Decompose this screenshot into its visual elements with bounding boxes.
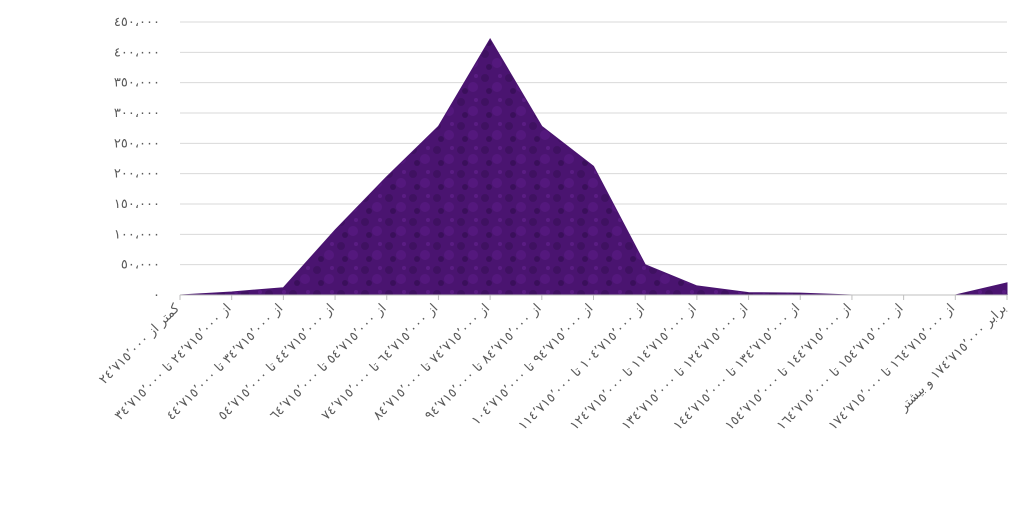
y-tick-label: ٠ bbox=[153, 288, 160, 303]
y-axis-tick-labels: ٠ ٥٠،٠٠٠ ١٠٠،٠٠٠ ١٥٠،٠٠٠ ٢٠٠،٠٠٠ ٢٥٠،٠٠٠ ٣٠٠،٠… bbox=[114, 15, 160, 303]
gridlines bbox=[180, 21, 1007, 266]
y-tick-label: ١٠٠،٠٠٠ bbox=[114, 227, 160, 242]
y-tick-label: ٤٥٠،٠٠٠ bbox=[114, 15, 160, 30]
y-tick-label: ١٥٠،٠٠٠ bbox=[114, 197, 160, 212]
x-axis bbox=[179, 294, 1008, 300]
x-tick-label: برابر ١٧٤٬٧١٥٬٠٠٠ و بیشتر bbox=[896, 301, 1010, 415]
y-tick-label: ٤٠٠،٠٠٠ bbox=[114, 45, 160, 60]
area-fill bbox=[179, 38, 1008, 296]
y-tick-label: ٢٠٠،٠٠٠ bbox=[114, 167, 160, 182]
y-tick-label: ٣٠٠،٠٠٠ bbox=[114, 106, 160, 121]
y-tick-label: ٢٥٠،٠٠٠ bbox=[114, 136, 160, 151]
y-tick-label: ٣٥٠،٠٠٠ bbox=[114, 76, 160, 91]
area-series bbox=[179, 38, 1008, 296]
y-tick-label: ٥٠،٠٠٠ bbox=[121, 258, 160, 273]
